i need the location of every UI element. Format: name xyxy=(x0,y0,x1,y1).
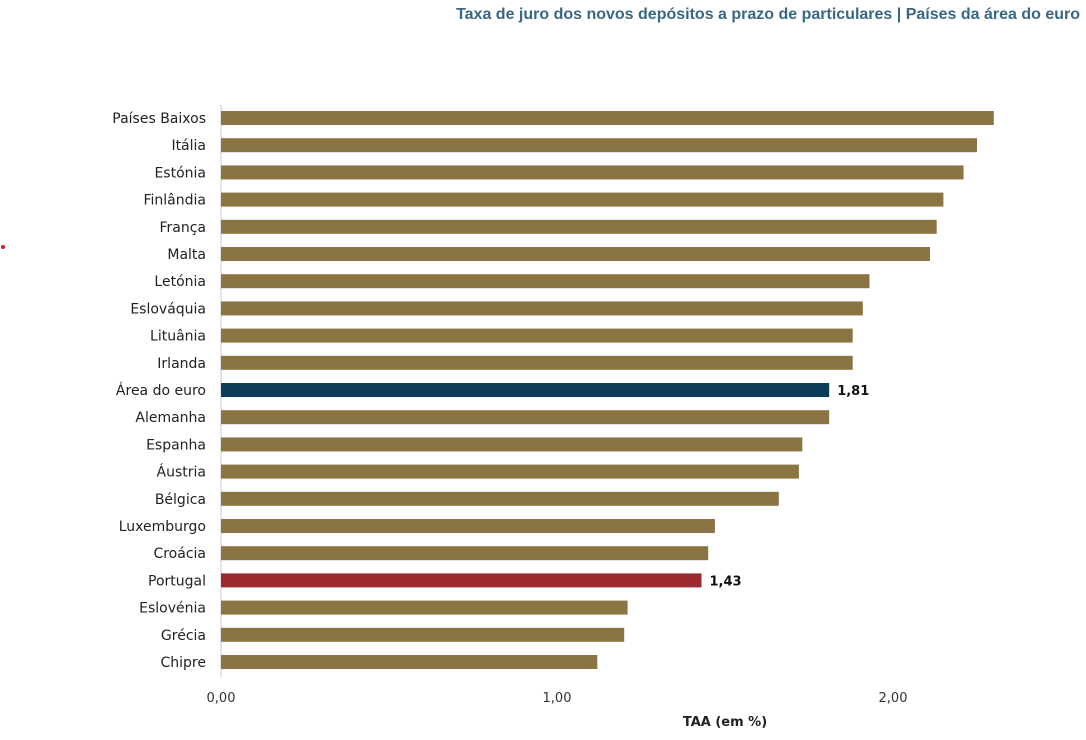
bar-area-do-euro xyxy=(221,383,830,397)
category-label-malta: Malta xyxy=(167,247,206,263)
bar-franca xyxy=(221,219,937,234)
category-label-finlandia: Finlândia xyxy=(144,193,207,209)
value-label-area-do-euro: 1,81 xyxy=(837,384,869,399)
category-label-luxemburgo: Luxemburgo xyxy=(119,519,206,535)
x-axis-title: TAA (em %) xyxy=(683,715,767,730)
bar-italia xyxy=(221,138,977,153)
category-label-espanha: Espanha xyxy=(146,437,206,453)
category-label-portugal: Portugal xyxy=(148,573,206,589)
bar-grecia xyxy=(221,627,625,642)
bar-alemanha xyxy=(221,410,830,425)
bar-lituania xyxy=(221,328,853,343)
category-label-eslovaquia: Eslováquia xyxy=(130,301,206,317)
category-label-lituania: Lituânia xyxy=(150,329,206,345)
category-label-estonia: Estónia xyxy=(154,165,206,181)
category-label-letonia: Letónia xyxy=(154,274,206,290)
category-label-irlanda: Irlanda xyxy=(157,356,206,372)
bar-espanha xyxy=(221,437,803,452)
bar-eslovenia xyxy=(221,600,628,615)
bar-paises-baixos xyxy=(221,111,994,125)
category-label-eslovenia: Eslovénia xyxy=(139,601,206,617)
x-tick-label: 2,00 xyxy=(879,691,908,706)
bar-luxemburgo xyxy=(221,519,715,533)
category-label-grecia: Grécia xyxy=(161,628,206,644)
category-label-franca: França xyxy=(159,220,206,236)
bar-irlanda xyxy=(221,355,853,370)
bar-austria xyxy=(221,464,799,479)
bar-croacia xyxy=(221,546,709,561)
x-tick-label: 1,00 xyxy=(543,691,572,706)
bar-malta xyxy=(221,247,930,261)
bar-eslovaquia xyxy=(221,301,863,316)
bar-letonia xyxy=(221,274,870,289)
category-label-croacia: Croácia xyxy=(153,546,206,562)
chart-title: Taxa de juro dos novos depósitos a prazo… xyxy=(456,6,1080,23)
bar-finlandia xyxy=(221,192,944,207)
category-label-belgica: Bélgica xyxy=(155,492,206,508)
category-label-alemanha: Alemanha xyxy=(135,410,206,426)
category-label-austria: Áustria xyxy=(157,464,206,481)
category-label-paises-baixos: Países Baixos xyxy=(112,111,206,127)
bar-belgica xyxy=(221,491,779,506)
category-label-chipre: Chipre xyxy=(161,655,207,671)
value-label-portugal: 1,43 xyxy=(710,574,742,589)
bar-portugal xyxy=(221,573,702,588)
category-label-area-do-euro: Área do euro xyxy=(116,382,206,399)
x-tick-label: 0,00 xyxy=(207,691,236,706)
category-label-italia: Itália xyxy=(171,138,206,154)
bar-chipre xyxy=(221,655,598,669)
red-dot-marker xyxy=(1,245,5,249)
bar-estonia xyxy=(221,165,964,180)
